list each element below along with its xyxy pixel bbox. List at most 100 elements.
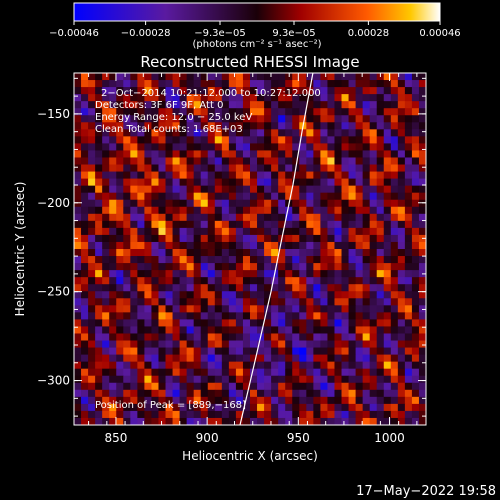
heatmap-cell: [411, 361, 420, 370]
heatmap-cell: [348, 277, 356, 285]
heatmap-cell: [200, 227, 209, 236]
heatmap-cell: [355, 80, 364, 88]
heatmap-cell: [271, 178, 279, 187]
heatmap-cell: [362, 389, 371, 398]
heatmap-cell: [362, 122, 371, 130]
heatmap-cell: [137, 234, 145, 243]
heatmap-cell: [383, 333, 392, 341]
heatmap-cell: [88, 94, 96, 102]
heatmap-cell: [74, 122, 82, 130]
heatmap-cell: [341, 115, 349, 123]
heatmap-cell: [306, 136, 314, 144]
heatmap-cell: [404, 185, 413, 194]
heatmap-cell: [88, 206, 96, 215]
heatmap-cell: [207, 122, 216, 130]
heatmap-cell: [341, 87, 349, 95]
heatmap-cell: [313, 122, 321, 130]
heatmap-cell: [404, 129, 413, 137]
heatmap-cell: [271, 410, 279, 419]
heatmap-cell: [235, 375, 244, 384]
heatmap-cell: [320, 270, 328, 278]
heatmap-cell: [348, 192, 356, 201]
heatmap-cell: [81, 382, 89, 391]
heatmap-cell: [369, 389, 378, 398]
heatmap-cell: [193, 403, 202, 412]
heatmap-cell: [404, 277, 413, 285]
heatmap-cell: [221, 368, 230, 377]
heatmap-cell: [109, 354, 117, 363]
heatmap-cell: [285, 227, 293, 236]
heatmap-cell: [376, 101, 385, 109]
heatmap-cell: [257, 347, 265, 355]
heatmap-cell: [214, 80, 223, 88]
heatmap-cell: [390, 256, 399, 264]
heatmap-cell: [242, 234, 251, 243]
heatmap-cell: [214, 305, 223, 313]
heatmap-cell: [411, 185, 420, 194]
heatmap-cell: [383, 305, 392, 313]
heatmap-cell: [369, 192, 378, 201]
heatmap-cell: [411, 164, 420, 172]
heatmap-cell: [144, 129, 152, 137]
heatmap-cell: [257, 108, 265, 116]
heatmap-cell: [172, 108, 180, 116]
heatmap-cell: [390, 164, 399, 172]
heatmap-cell: [214, 417, 223, 425]
heatmap-cell: [390, 199, 399, 208]
heatmap-cell: [327, 312, 335, 320]
heatmap-cell: [158, 185, 166, 194]
heatmap-cell: [369, 199, 378, 208]
heatmap-cell: [404, 417, 413, 425]
heatmap-cell: [74, 417, 82, 425]
heatmap-cell: [299, 115, 307, 123]
heatmap-cell: [137, 417, 145, 425]
heatmap-cell: [214, 164, 223, 172]
heatmap-cell: [383, 326, 392, 334]
heatmap-cell: [186, 333, 195, 341]
heatmap-cell: [278, 326, 286, 334]
heatmap-cell: [334, 312, 342, 320]
heatmap-cell: [207, 382, 216, 391]
heatmap-cell: [235, 347, 244, 355]
heatmap-cell: [193, 410, 202, 419]
heatmap-cell: [186, 417, 195, 425]
heatmap-cell: [250, 192, 258, 201]
heatmap-cell: [214, 312, 223, 320]
heatmap-cell: [102, 368, 110, 377]
heatmap-cell: [278, 171, 286, 179]
heatmap-cell: [411, 157, 420, 165]
heatmap-cell: [348, 157, 356, 165]
heatmap-cell: [116, 291, 124, 299]
heatmap-cell: [228, 270, 237, 278]
heatmap-cell: [165, 277, 173, 285]
heatmap-cell: [341, 305, 349, 313]
heatmap-cell: [278, 389, 286, 398]
heatmap-cell: [116, 403, 124, 412]
heatmap-cell: [151, 227, 159, 236]
heatmap-cell: [327, 178, 335, 187]
heatmap-cell: [383, 80, 392, 88]
heatmap-cell: [299, 150, 307, 158]
heatmap-cell: [186, 143, 195, 151]
heatmap-cell: [411, 354, 420, 363]
y-tick-label: −150: [37, 107, 70, 121]
heatmap-cell: [221, 382, 230, 391]
heatmap-cell: [221, 108, 230, 116]
heatmap-cell: [418, 241, 426, 250]
heatmap-cell: [95, 73, 103, 81]
heatmap-cell: [158, 319, 166, 327]
heatmap-cell: [369, 417, 378, 425]
heatmap-cell: [123, 340, 131, 348]
heatmap-cell: [327, 122, 335, 130]
heatmap-cell: [130, 178, 138, 187]
heatmap-cell: [81, 206, 89, 215]
heatmap-cell: [313, 80, 321, 88]
heatmap-cell: [341, 227, 349, 236]
heatmap-cell: [179, 277, 188, 285]
heatmap-cell: [200, 220, 209, 229]
heatmap-cell: [193, 319, 202, 327]
heatmap-cell: [411, 375, 420, 384]
heatmap-cell: [355, 333, 364, 341]
heatmap-cell: [130, 171, 138, 179]
heatmap-cell: [165, 164, 173, 172]
